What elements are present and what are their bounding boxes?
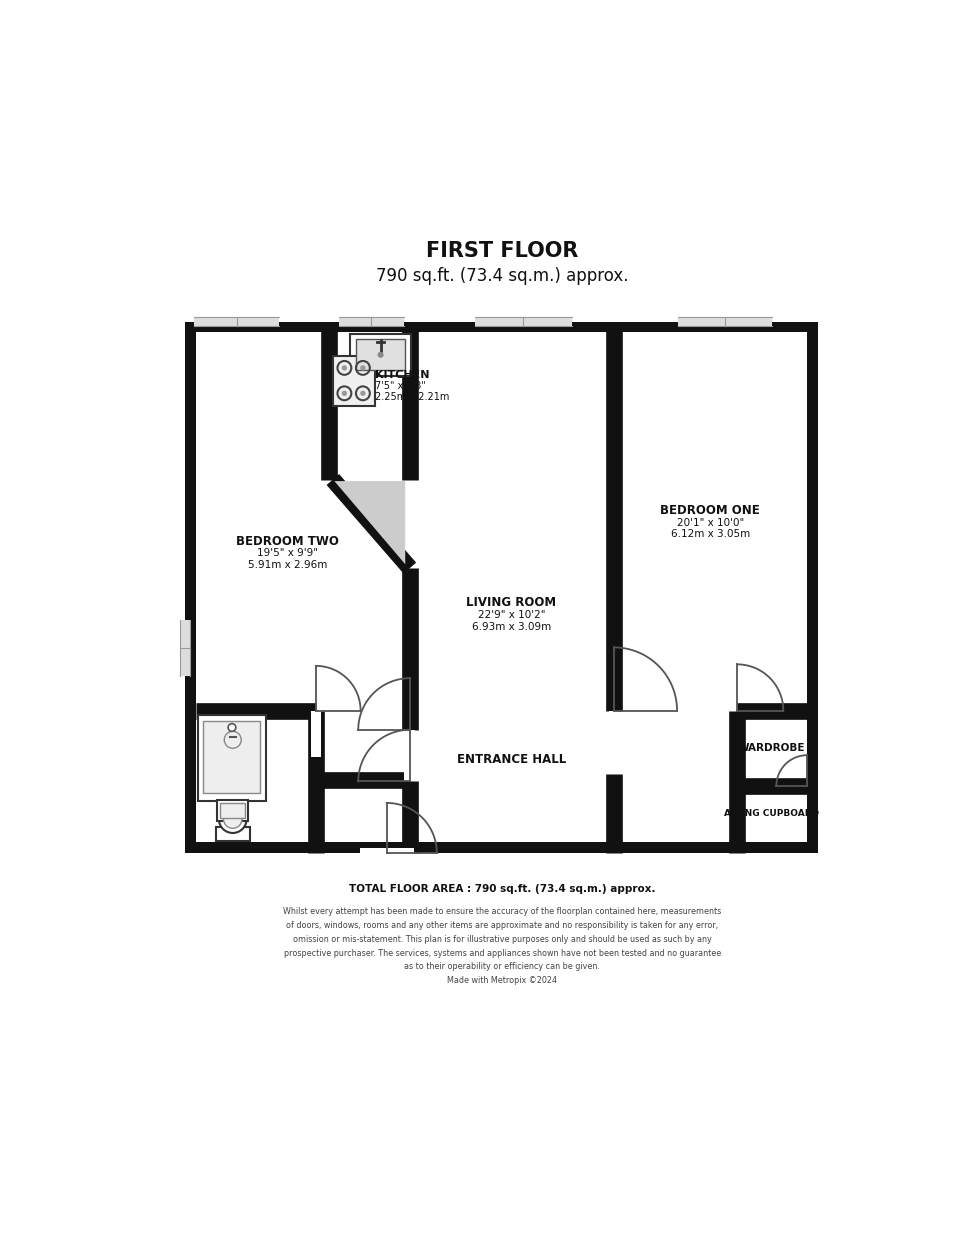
Circle shape xyxy=(342,391,347,396)
Bar xyxy=(196,333,808,842)
Bar xyxy=(475,317,571,327)
Text: 6.12m x 3.05m: 6.12m x 3.05m xyxy=(670,529,750,539)
Text: BEDROOM ONE: BEDROOM ONE xyxy=(661,503,760,517)
Bar xyxy=(609,710,619,773)
Text: ENTRANCE HALL: ENTRANCE HALL xyxy=(457,752,566,766)
Bar xyxy=(194,317,279,327)
Bar xyxy=(678,317,772,327)
Text: Whilst every attempt has been made to ensure the accuracy of the floorplan conta: Whilst every attempt has been made to en… xyxy=(283,907,721,986)
Bar xyxy=(360,847,414,861)
Circle shape xyxy=(361,365,366,371)
Text: BEDROOM TWO: BEDROOM TWO xyxy=(236,534,339,548)
Text: 2.25m x 2.21m: 2.25m x 2.21m xyxy=(375,392,450,402)
Bar xyxy=(216,826,250,841)
Bar xyxy=(475,317,571,327)
Bar xyxy=(185,322,818,854)
Bar xyxy=(405,730,416,782)
Bar xyxy=(198,715,266,800)
Bar xyxy=(180,620,190,675)
Circle shape xyxy=(223,810,242,829)
Circle shape xyxy=(219,805,247,833)
Bar xyxy=(194,317,279,327)
Bar xyxy=(678,317,772,327)
Text: 6.93m x 3.09m: 6.93m x 3.09m xyxy=(471,622,551,632)
Text: 22'9" x 10'2": 22'9" x 10'2" xyxy=(477,610,545,620)
Circle shape xyxy=(228,724,236,731)
Text: TOTAL FLOOR AREA : 790 sq.ft. (73.4 sq.m.) approx.: TOTAL FLOOR AREA : 790 sq.ft. (73.4 sq.m… xyxy=(349,884,656,894)
Text: KITCHEN: KITCHEN xyxy=(375,370,429,380)
Bar xyxy=(333,355,375,406)
Text: 19'5" x 9'9": 19'5" x 9'9" xyxy=(257,548,318,558)
Circle shape xyxy=(220,726,246,753)
Text: AIRING CUPBOARD: AIRING CUPBOARD xyxy=(724,809,819,818)
Text: 7'5" x 7'3": 7'5" x 7'3" xyxy=(375,381,426,391)
Text: WARDROBE: WARDROBE xyxy=(738,743,806,753)
Text: LIVING ROOM: LIVING ROOM xyxy=(466,596,557,610)
Bar xyxy=(179,620,190,675)
Bar xyxy=(218,800,248,821)
Circle shape xyxy=(361,391,366,396)
Bar xyxy=(350,334,412,376)
Circle shape xyxy=(224,731,241,748)
Bar xyxy=(220,803,245,819)
Bar xyxy=(185,322,818,854)
Circle shape xyxy=(378,353,383,357)
Text: 5.91m x 2.96m: 5.91m x 2.96m xyxy=(248,560,327,570)
Bar xyxy=(339,317,404,327)
Bar xyxy=(311,710,321,757)
Bar xyxy=(204,721,261,793)
Text: 20'1" x 10'0": 20'1" x 10'0" xyxy=(676,517,744,528)
Bar xyxy=(339,317,404,327)
Text: 790 sq.ft. (73.4 sq.m.) approx.: 790 sq.ft. (73.4 sq.m.) approx. xyxy=(376,267,628,286)
Polygon shape xyxy=(334,481,406,564)
Circle shape xyxy=(342,365,347,371)
Text: FIRST FLOOR: FIRST FLOOR xyxy=(426,241,578,261)
Bar xyxy=(356,339,406,370)
